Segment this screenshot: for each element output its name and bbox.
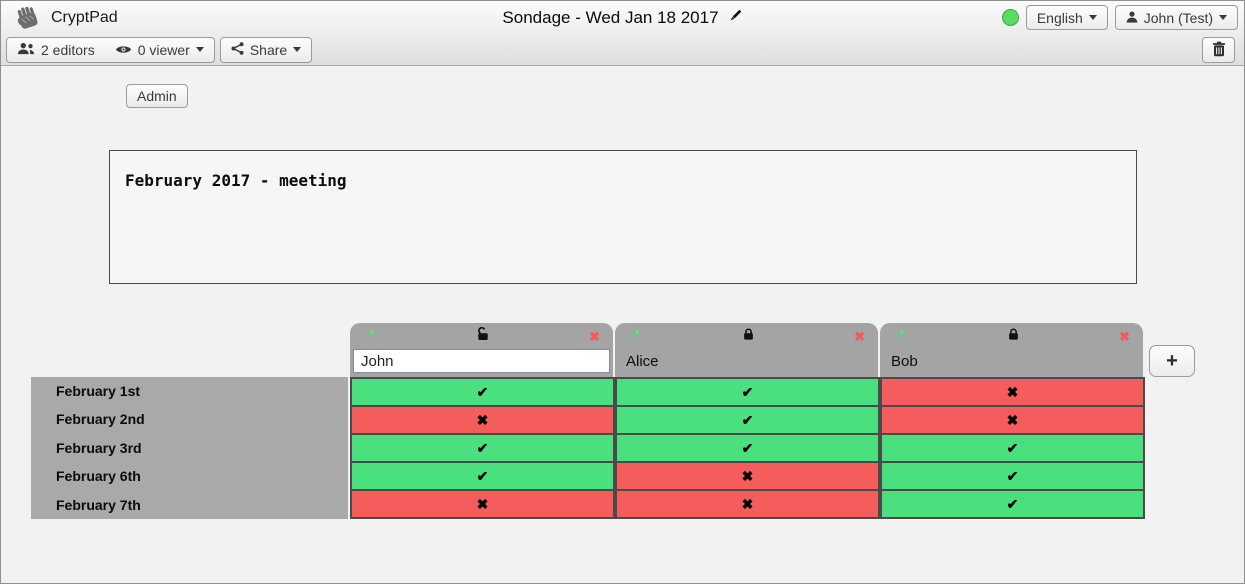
trash-icon [1212, 41, 1226, 60]
editors-count-label: 2 editors [41, 41, 95, 58]
poll-column-tab: ✖ [350, 323, 613, 377]
language-dropdown[interactable]: English [1025, 5, 1108, 30]
poll-cell-yes: ✔ [880, 433, 1145, 461]
add-column-button[interactable]: + [1149, 345, 1195, 377]
poll-cell-yes: ✔ [615, 433, 880, 461]
language-label: English [1036, 9, 1083, 26]
poll-cell-column: ✔ ✔ ✔ ✖ ✖ [615, 377, 880, 519]
poll-cell-no[interactable]: ✖ [350, 489, 615, 519]
viewers-count-label: 0 viewer [137, 41, 190, 58]
column-name-row [350, 345, 613, 377]
column-icon-row: ✖ [350, 323, 613, 345]
chevron-down-icon [293, 47, 302, 52]
poll-column-tab: ✖ Alice [615, 323, 878, 377]
edit-pencil-icon[interactable] [363, 327, 377, 346]
remove-column-icon[interactable]: ✖ [589, 328, 600, 344]
app-name: CryptPad [51, 8, 118, 26]
row-label: February 1st [56, 383, 141, 399]
toolbar: CryptPad Sondage - Wed Jan 18 2017 Engli… [1, 1, 1244, 66]
poll-row-labels: February 1st February 2nd February 3rd Febr… [31, 377, 348, 519]
poll-cell-yes: ✔ [615, 377, 880, 405]
edit-title-pencil-icon[interactable] [728, 8, 743, 28]
toolbar-row-top: CryptPad Sondage - Wed Jan 18 2017 Engli… [1, 1, 1244, 34]
column-name-input[interactable] [353, 349, 610, 373]
user-menu-dropdown[interactable]: John (Test) [1114, 5, 1238, 30]
column-icon-row: ✖ [880, 323, 1143, 345]
poll-cell-no: ✖ [880, 405, 1145, 433]
poll-cell-yes: ✔ [880, 461, 1145, 489]
edit-pencil-icon[interactable] [628, 327, 642, 346]
row-label: February 3rd [56, 439, 142, 456]
padlock-closed-icon[interactable] [1007, 327, 1020, 346]
poll-cell-column: ✔ ✖ ✔ ✔ ✖ [350, 377, 615, 519]
toolbar-right-cluster: English John (Test) [1001, 5, 1238, 30]
poll-cell-yes: ✔ [615, 405, 880, 433]
document-title: Sondage - Wed Jan 18 2017 [502, 7, 719, 27]
poll-cell-yes[interactable]: ✔ [350, 433, 615, 461]
person-icon [1126, 10, 1138, 26]
column-name-label: Alice [626, 352, 659, 370]
poll-cell-no: ✖ [615, 489, 880, 519]
poll-cell-no[interactable]: ✖ [350, 405, 615, 433]
connection-status-dot [1001, 9, 1019, 26]
poll-cell-yes[interactable]: ✔ [350, 377, 615, 405]
poll-cell-no: ✖ [880, 377, 1145, 405]
admin-button[interactable]: Admin [126, 84, 188, 108]
chevron-down-icon [195, 47, 204, 52]
delete-pad-button[interactable] [1202, 37, 1235, 63]
poll-cell-yes: ✔ [880, 489, 1145, 519]
user-label: John (Test) [1143, 9, 1213, 26]
chevron-down-icon [1219, 15, 1227, 20]
poll-cell-no: ✖ [615, 461, 880, 489]
users-icon [17, 42, 35, 58]
poll-cell-column: ✖ ✖ ✔ ✔ ✔ [880, 377, 1145, 519]
remove-column-icon[interactable]: ✖ [854, 328, 865, 344]
eye-icon [115, 42, 132, 58]
share-label: Share [249, 41, 288, 58]
poll-column-tab: ✖ Bob [880, 323, 1143, 377]
edit-pencil-icon[interactable] [893, 327, 907, 346]
editors-viewers-dropdown[interactable]: 2 editors 0 viewer [6, 36, 215, 63]
row-label: February 2nd [56, 411, 145, 428]
padlock-open-icon[interactable] [476, 326, 490, 346]
poll-description-textarea[interactable]: February 2017 - meeting [109, 150, 1137, 284]
column-name-row: Bob [880, 345, 1143, 377]
cryptpad-fist-logo-icon [15, 4, 41, 32]
toolbar-row-bottom: 2 editors 0 viewer [1, 34, 1244, 65]
row-label: February 7th [56, 496, 141, 513]
share-dropdown[interactable]: Share [219, 36, 313, 63]
chevron-down-icon [1088, 15, 1097, 20]
column-name-label: Bob [891, 352, 918, 370]
remove-column-icon[interactable]: ✖ [1119, 328, 1130, 344]
column-icon-row: ✖ [615, 323, 878, 345]
poll-cell-yes[interactable]: ✔ [350, 461, 615, 489]
row-label: February 6th [56, 468, 141, 485]
column-name-row: Alice [615, 345, 878, 377]
padlock-closed-icon[interactable] [742, 327, 755, 346]
share-icon [231, 41, 244, 58]
